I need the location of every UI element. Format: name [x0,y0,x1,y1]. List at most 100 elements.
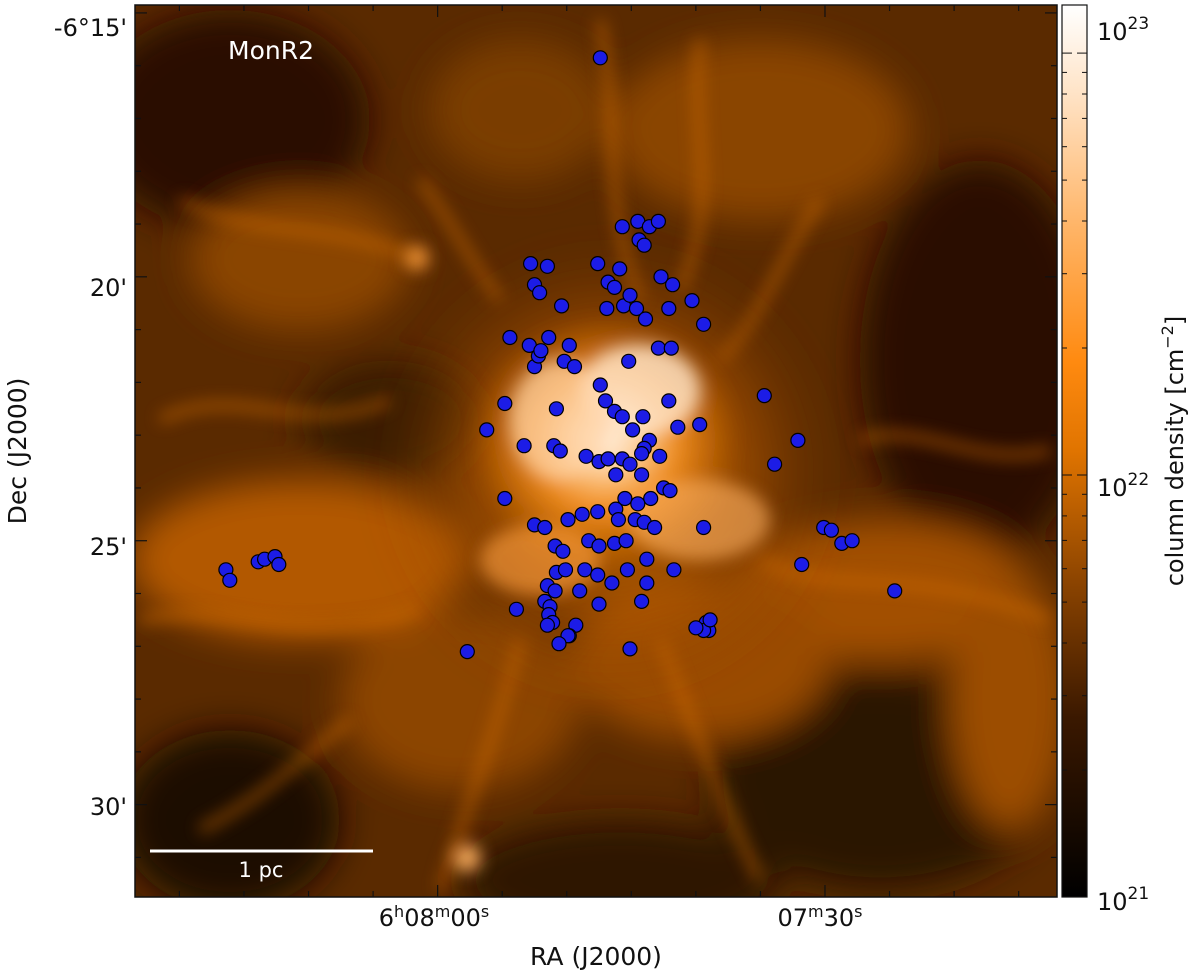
data-point [621,353,637,369]
data-point [653,269,669,285]
axis-ticks [135,5,1057,897]
data-point [619,562,636,578]
data-point [646,519,663,536]
data-point [497,395,513,412]
data-point [650,340,667,356]
data-point [662,483,678,499]
data-point [670,419,686,435]
data-point [557,562,574,578]
data-point [574,506,590,522]
data-point [639,575,655,591]
data-point [622,456,638,472]
x-tick-label-1: 07m30s [777,902,862,932]
data-point [636,237,652,253]
data-point [561,337,577,353]
colorbar-ticks [1062,52,1087,898]
colorbar-tick-label-1e21: 1021 [1097,884,1149,916]
data-point [790,432,806,448]
data-point [555,543,571,559]
data-point [887,583,903,599]
x-tick-label-0: 6h08m00s [379,902,489,932]
data-point [695,519,712,536]
data-point [566,359,583,375]
data-point [608,467,624,483]
data-point [578,448,594,464]
data-point [622,287,638,303]
data-point [592,377,608,393]
data-point [539,258,556,274]
data-point [766,456,783,472]
data-point [553,298,570,314]
data-point [604,575,620,591]
data-point [610,511,627,528]
data-point [639,551,655,567]
data-point [592,50,608,66]
data-point [590,567,606,583]
data-point [614,409,630,425]
data-point [599,300,615,317]
colorbar-label: column density [cm−2] [1158,316,1189,587]
data-point [633,593,650,610]
data-point [522,256,539,272]
data-point [560,511,576,528]
data-point [548,401,565,417]
data-point [664,277,681,293]
data-point [756,388,772,404]
data-point [695,316,712,332]
data-point [635,409,651,425]
data-point [597,393,614,409]
data-point [624,422,641,438]
data-point [666,562,682,578]
data-point [688,620,704,636]
data-point [661,393,677,409]
scale-bar-label: 1 pc [239,858,284,882]
plot-frame [134,4,1058,898]
data-point [497,490,513,507]
data-point [612,261,628,277]
data-point [572,583,588,599]
data-point [684,293,700,309]
ysos-scatter-series [218,50,903,660]
data-point [502,329,518,346]
y-tick-label-0: -6°15' [54,14,127,42]
field-label: MonR2 [228,36,314,65]
y-tick-label-1: 20' [90,274,127,302]
data-point [479,422,495,438]
data-point [537,519,553,536]
y-tick-label-3: 30' [90,793,127,821]
data-point [622,641,638,657]
data-point [606,279,623,295]
x-axis-label: RA (J2000) [530,942,662,971]
colorbar-tick-label-1e23: 1023 [1097,14,1149,46]
data-point [531,285,548,301]
data-point [617,490,633,507]
colorbar [1061,4,1088,898]
data-point [590,256,606,272]
data-point [591,596,607,612]
data-point [794,556,810,573]
data-point [633,446,650,462]
data-point [650,213,667,229]
data-point [551,636,567,652]
data-point [643,490,659,507]
data-point [630,496,646,512]
data-point [652,448,668,464]
data-point [614,219,630,235]
data-point [577,562,593,578]
data-point [661,300,677,317]
data-point [459,643,475,660]
data-point [663,340,679,356]
data-point [271,556,287,573]
data-point [547,583,563,599]
data-point [628,300,645,317]
data-point [508,601,525,617]
column-density-map [135,5,1057,897]
data-point [539,617,556,633]
data-point [844,533,860,549]
data-point [552,443,568,459]
data-point [600,451,616,467]
data-point [702,612,718,628]
data-point [533,343,549,359]
colorbar-tick-label-1e22: 1022 [1097,470,1149,502]
data-point [590,504,606,520]
